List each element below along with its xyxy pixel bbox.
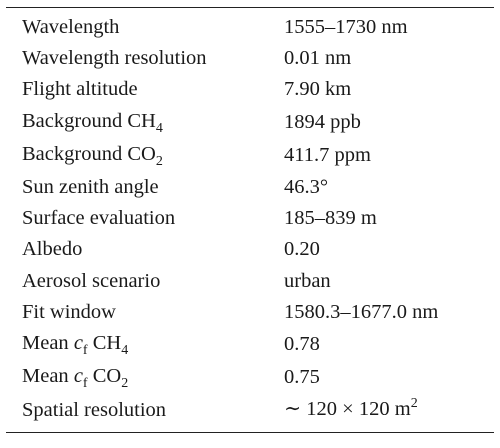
table-row: Mean cf CH4 0.78 [6, 328, 494, 361]
param-label-subscript: 4 [155, 120, 163, 136]
param-label-subscript: 4 [121, 343, 129, 359]
param-value: 1580.3–1677.0 nm [284, 300, 439, 323]
parameter-table: Wavelength 1555–1730 nm Wavelength resol… [6, 7, 494, 433]
param-value: 411.7 ppm [284, 143, 371, 166]
param-label-mean-cf-ch4: Mean cf CH4 [6, 328, 284, 361]
param-label-text: CO [87, 365, 122, 388]
table-row: Background CH4 1894 ppb [6, 106, 494, 139]
table-row: Surface evaluation 185–839 m [6, 203, 494, 234]
top-rule [6, 7, 494, 8]
table-row: Mean cf CO2 0.75 [6, 361, 494, 394]
table-row: Sun zenith angle 46.3° [6, 172, 494, 203]
param-label: Surface evaluation [22, 207, 176, 230]
param-value: 185–839 m [284, 207, 377, 230]
bottom-rule [6, 431, 494, 433]
param-label-variable: c [73, 332, 83, 355]
param-value: 0.78 [284, 333, 320, 356]
param-label-text: Mean [22, 365, 74, 388]
table-row: Fit window 1580.3–1677.0 nm [6, 297, 494, 328]
param-label-variable-subscript: f [82, 343, 88, 359]
param-label-subscript: 2 [121, 376, 129, 392]
param-value: 1894 ppb [284, 110, 361, 133]
param-label-subscript: 2 [155, 153, 163, 169]
table-row: Aerosol scenario urban [6, 266, 494, 297]
param-value: 46.3° [284, 176, 329, 199]
param-label-variable: c [73, 365, 83, 388]
param-label: Wavelength resolution [22, 47, 207, 70]
param-label-ch4: Background CH4 [6, 106, 284, 139]
param-label: Flight altitude [22, 78, 138, 101]
param-label-text: Mean [22, 332, 74, 355]
param-label: Wavelength [22, 16, 120, 38]
param-label-text: Background CH [22, 109, 156, 132]
param-label: Fit window [22, 300, 116, 323]
param-label-variable-subscript: f [82, 376, 88, 392]
param-label-mean-cf-co2: Mean cf CO2 [6, 361, 284, 394]
param-value: urban [284, 269, 331, 292]
table-row: Background CO2 411.7 ppm [6, 139, 494, 172]
table-row: Wavelength resolution 0.01 nm [6, 43, 494, 74]
param-value: 0.75 [284, 366, 320, 389]
param-label: Aerosol scenario [22, 269, 161, 292]
param-label: Spatial resolution [22, 399, 167, 422]
param-value-text: ∼ 120 × 120 m [284, 398, 411, 421]
parameter-table-body: Wavelength 1555–1730 nm Wavelength resol… [6, 12, 494, 428]
table-row: Spatial resolution ∼ 120 × 120 m2 [6, 394, 494, 427]
table-row: Wavelength 1555–1730 nm [6, 12, 494, 43]
param-value-spatial: ∼ 120 × 120 m2 [284, 394, 494, 427]
param-label: Albedo [22, 238, 83, 261]
param-label: Sun zenith angle [22, 176, 159, 199]
param-value: 1555–1730 nm [284, 16, 408, 38]
param-value: 0.20 [284, 238, 320, 261]
param-label-text: Background CO [22, 142, 156, 165]
table-row: Albedo 0.20 [6, 234, 494, 265]
param-label-co2: Background CO2 [6, 139, 284, 172]
param-value: 0.01 nm [284, 47, 352, 70]
param-value: 7.90 km [284, 78, 352, 101]
param-value-superscript: 2 [410, 396, 418, 412]
param-label-text: CH [87, 332, 122, 355]
table-row: Flight altitude 7.90 km [6, 74, 494, 105]
